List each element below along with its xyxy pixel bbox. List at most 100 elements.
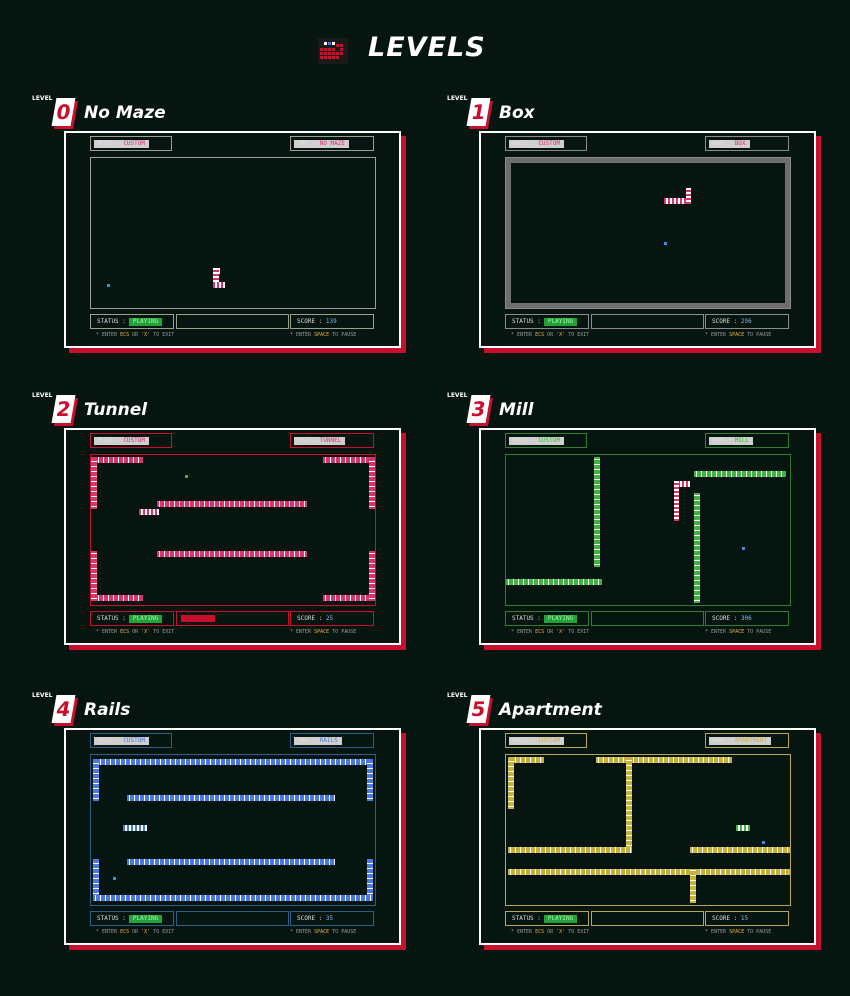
pause-hint-prefix: * ENTER — [705, 629, 730, 635]
level-card-0: LEVEL 0 No Maze MODE : CUSTOM MAP : NO M… — [32, 95, 412, 355]
exit-hint-suffix: TO EXIT — [565, 332, 590, 338]
exit-hint-suffix: TO EXIT — [150, 332, 175, 338]
exit-key-esc: ECS — [535, 629, 545, 635]
exit-key-x: 'X' — [556, 929, 566, 935]
map-pill: MAP : NO MAZE — [294, 140, 349, 148]
exit-key-x: 'X' — [141, 629, 151, 635]
progress-box — [176, 611, 289, 626]
pause-key-space: SPACE — [729, 332, 745, 338]
exit-hint-prefix: * ENTER — [511, 629, 536, 635]
exit-hint: * ENTER ECS OR 'X' TO EXIT — [96, 332, 174, 338]
status-label: STATUS : — [512, 915, 541, 922]
maze-wall — [508, 757, 544, 763]
pause-key-space: SPACE — [729, 629, 745, 635]
exit-key-x: 'X' — [141, 332, 151, 338]
map-box: MAP : RAILS — [290, 733, 374, 748]
exit-hint-prefix: * ENTER — [96, 929, 121, 935]
level-card-4: LEVEL 4 Rails MODE : CUSTOM MAP : RAILS … — [32, 692, 412, 952]
exit-hint-suffix: TO EXIT — [150, 629, 175, 635]
status-box: STATUS : PLAYING — [505, 314, 589, 329]
level-name: Apartment — [499, 700, 602, 720]
snake-segment — [686, 188, 691, 204]
snake-segment — [674, 481, 679, 521]
playfield — [90, 157, 376, 309]
pause-hint-suffix: TO PAUSE — [329, 332, 357, 338]
score-box: SCORE : 35 — [290, 911, 374, 926]
map-pill: MAP : BOX — [709, 140, 750, 148]
maze-wall — [369, 457, 375, 509]
pause-hint-prefix: * ENTER — [290, 332, 315, 338]
exit-key-esc: ECS — [120, 929, 130, 935]
maze-wall — [626, 757, 632, 853]
pause-hint-suffix: TO PAUSE — [329, 629, 357, 635]
exit-hint: * ENTER ECS OR 'X' TO EXIT — [511, 929, 589, 935]
maze-wall — [91, 595, 143, 601]
map-box: MAP : BOX — [705, 136, 789, 151]
score-label: SCORE : — [297, 915, 323, 922]
map-label: MAP : — [713, 437, 732, 444]
snake-segment — [213, 268, 219, 288]
map-box: MAP : MILL — [705, 433, 789, 448]
progress-box — [591, 611, 704, 626]
level-name: Tunnel — [84, 400, 148, 420]
playfield — [505, 454, 791, 606]
mode-value: CUSTOM — [538, 140, 560, 147]
maze-wall — [596, 757, 732, 763]
exit-hint-or: OR — [129, 929, 142, 935]
page-title: LEVELS — [368, 32, 486, 63]
exit-hint-suffix: TO EXIT — [565, 929, 590, 935]
maze-wall — [127, 795, 335, 801]
score-label: SCORE : — [297, 615, 323, 622]
score-box: SCORE : 25 — [290, 611, 374, 626]
exit-hint-or: OR — [544, 629, 557, 635]
mode-label: MODE : — [513, 437, 535, 444]
maze-wall — [506, 158, 790, 163]
status-label: STATUS : — [97, 915, 126, 922]
map-label: MAP : — [713, 737, 732, 744]
food-pellet — [762, 841, 765, 844]
exit-key-x: 'X' — [141, 929, 151, 935]
exit-hint: * ENTER ECS OR 'X' TO EXIT — [511, 332, 589, 338]
mode-value: CUSTOM — [123, 140, 145, 147]
map-pill: MAP : APARTMENT — [709, 737, 772, 745]
maze-wall — [594, 457, 600, 567]
maze-wall — [367, 859, 373, 901]
level-number-badge: 3 — [466, 395, 491, 423]
exit-hint-prefix: * ENTER — [96, 629, 121, 635]
pause-hint-prefix: * ENTER — [705, 332, 730, 338]
pause-hint: * ENTER SPACE TO PAUSE — [290, 332, 356, 338]
mode-label: MODE : — [98, 737, 120, 744]
exit-key-x: 'X' — [556, 332, 566, 338]
pause-hint: * ENTER SPACE TO PAUSE — [290, 629, 356, 635]
maze-wall — [93, 759, 369, 765]
maze-wall — [157, 501, 307, 507]
maze-wall — [323, 457, 375, 463]
snake-segment — [664, 198, 689, 204]
mode-label: MODE : — [98, 140, 120, 147]
maze-wall — [506, 579, 602, 585]
level-name: No Maze — [84, 103, 166, 123]
level-number-badge: 5 — [466, 695, 491, 723]
mode-pill: MODE : CUSTOM — [94, 737, 149, 745]
food-pellet — [664, 242, 667, 245]
score-value: 35 — [325, 915, 334, 922]
mode-pill: MODE : CUSTOM — [94, 437, 149, 445]
exit-key-esc: ECS — [120, 629, 130, 635]
progress-box — [176, 911, 289, 926]
status-badge: PLAYING — [128, 615, 163, 623]
score-box: SCORE : 15 — [705, 911, 789, 926]
mode-box: MODE : CUSTOM — [90, 136, 172, 151]
snake-segment — [674, 481, 690, 487]
pause-key-space: SPACE — [729, 929, 745, 935]
maze-wall — [157, 551, 307, 557]
exit-key-x: 'X' — [556, 629, 566, 635]
level-word-label: LEVEL — [32, 692, 53, 699]
game-screen: MODE : CUSTOM MAP : APARTMENT STATUS : PL… — [479, 728, 816, 945]
exit-hint-or: OR — [544, 332, 557, 338]
exit-hint-suffix: TO EXIT — [150, 929, 175, 935]
status-badge: PLAYING — [543, 318, 578, 326]
status-badge: PLAYING — [128, 915, 163, 923]
exit-hint-or: OR — [544, 929, 557, 935]
playfield — [90, 754, 376, 906]
mode-label: MODE : — [513, 140, 535, 147]
